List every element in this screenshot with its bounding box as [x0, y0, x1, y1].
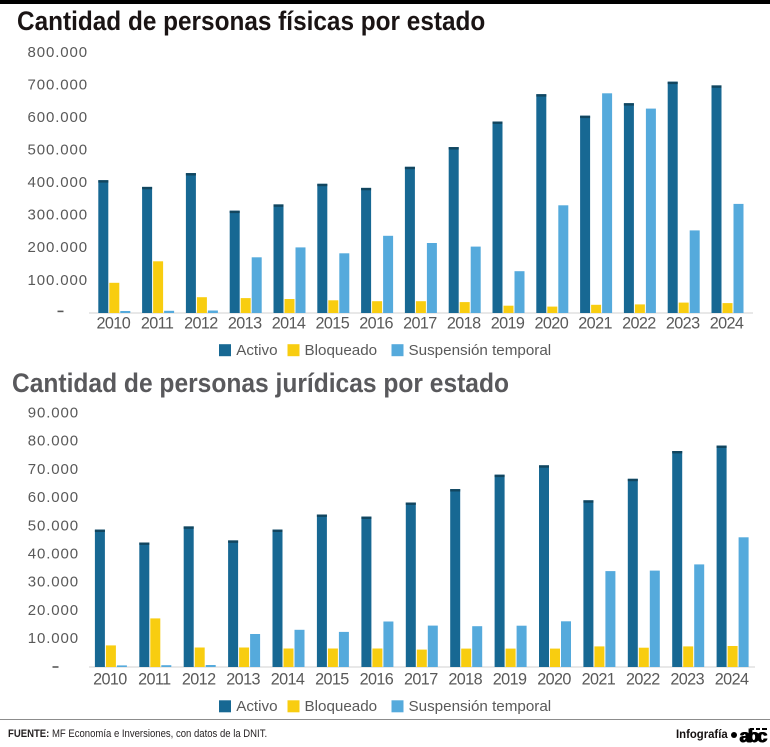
- svg-text:800.000: 800.000: [27, 44, 88, 61]
- svg-text:2017: 2017: [404, 671, 438, 689]
- svg-text:2016: 2016: [360, 671, 394, 689]
- svg-text:2011: 2011: [141, 315, 174, 333]
- svg-text:20.000: 20.000: [28, 602, 79, 619]
- svg-text:2022: 2022: [622, 315, 656, 333]
- svg-text:2022: 2022: [626, 671, 660, 689]
- svg-text:2013: 2013: [228, 315, 262, 333]
- svg-text:400.000: 400.000: [27, 174, 88, 191]
- svg-text:500.000: 500.000: [27, 142, 88, 159]
- svg-text:2017: 2017: [403, 315, 437, 333]
- svg-text:2014: 2014: [272, 315, 306, 333]
- svg-text:10.000: 10.000: [28, 630, 79, 647]
- svg-text:600.000: 600.000: [27, 109, 88, 126]
- svg-text:100.000: 100.000: [27, 272, 88, 289]
- svg-text:Suspensión temporal: Suspensión temporal: [409, 342, 552, 359]
- svg-text:2014: 2014: [271, 671, 305, 689]
- svg-text:90.000: 90.000: [28, 405, 79, 422]
- svg-text:2024: 2024: [710, 315, 744, 333]
- svg-text:80.000: 80.000: [28, 433, 79, 450]
- svg-text:2020: 2020: [537, 671, 571, 689]
- svg-text:2012: 2012: [182, 671, 216, 689]
- svg-text:2019: 2019: [491, 315, 525, 333]
- svg-text:Activo: Activo: [236, 698, 277, 715]
- svg-text:2021: 2021: [582, 671, 616, 689]
- svg-text:Bloqueado: Bloqueado: [305, 342, 378, 359]
- svg-text:2023: 2023: [670, 671, 704, 689]
- svg-text:2016: 2016: [359, 315, 393, 333]
- svg-text:2020: 2020: [534, 315, 568, 333]
- svg-text:700.000: 700.000: [27, 77, 88, 94]
- svg-text:2013: 2013: [226, 671, 260, 689]
- svg-text:2024: 2024: [715, 671, 749, 689]
- svg-text:2015: 2015: [315, 315, 349, 333]
- svg-text:60.000: 60.000: [28, 489, 79, 506]
- svg-text:Bloqueado: Bloqueado: [305, 698, 378, 715]
- svg-text:2021: 2021: [578, 315, 612, 333]
- svg-text:Suspensión temporal: Suspensión temporal: [409, 698, 552, 715]
- svg-text:2010: 2010: [93, 671, 127, 689]
- svg-text:200.000: 200.000: [27, 239, 88, 256]
- svg-text:2012: 2012: [184, 315, 218, 333]
- svg-text:Activo: Activo: [236, 342, 277, 359]
- svg-text:2018: 2018: [448, 671, 482, 689]
- svg-text:2018: 2018: [447, 315, 481, 333]
- svg-text:2015: 2015: [315, 671, 349, 689]
- svg-text:2019: 2019: [493, 671, 527, 689]
- svg-text:70.000: 70.000: [28, 461, 79, 478]
- svg-text:300.000: 300.000: [27, 207, 88, 224]
- svg-text:50.000: 50.000: [28, 517, 79, 534]
- svg-text:2011: 2011: [138, 671, 171, 689]
- svg-text:2023: 2023: [666, 315, 700, 333]
- svg-text:30.000: 30.000: [28, 574, 79, 591]
- svg-text:40.000: 40.000: [28, 546, 79, 563]
- svg-text:2010: 2010: [96, 315, 130, 333]
